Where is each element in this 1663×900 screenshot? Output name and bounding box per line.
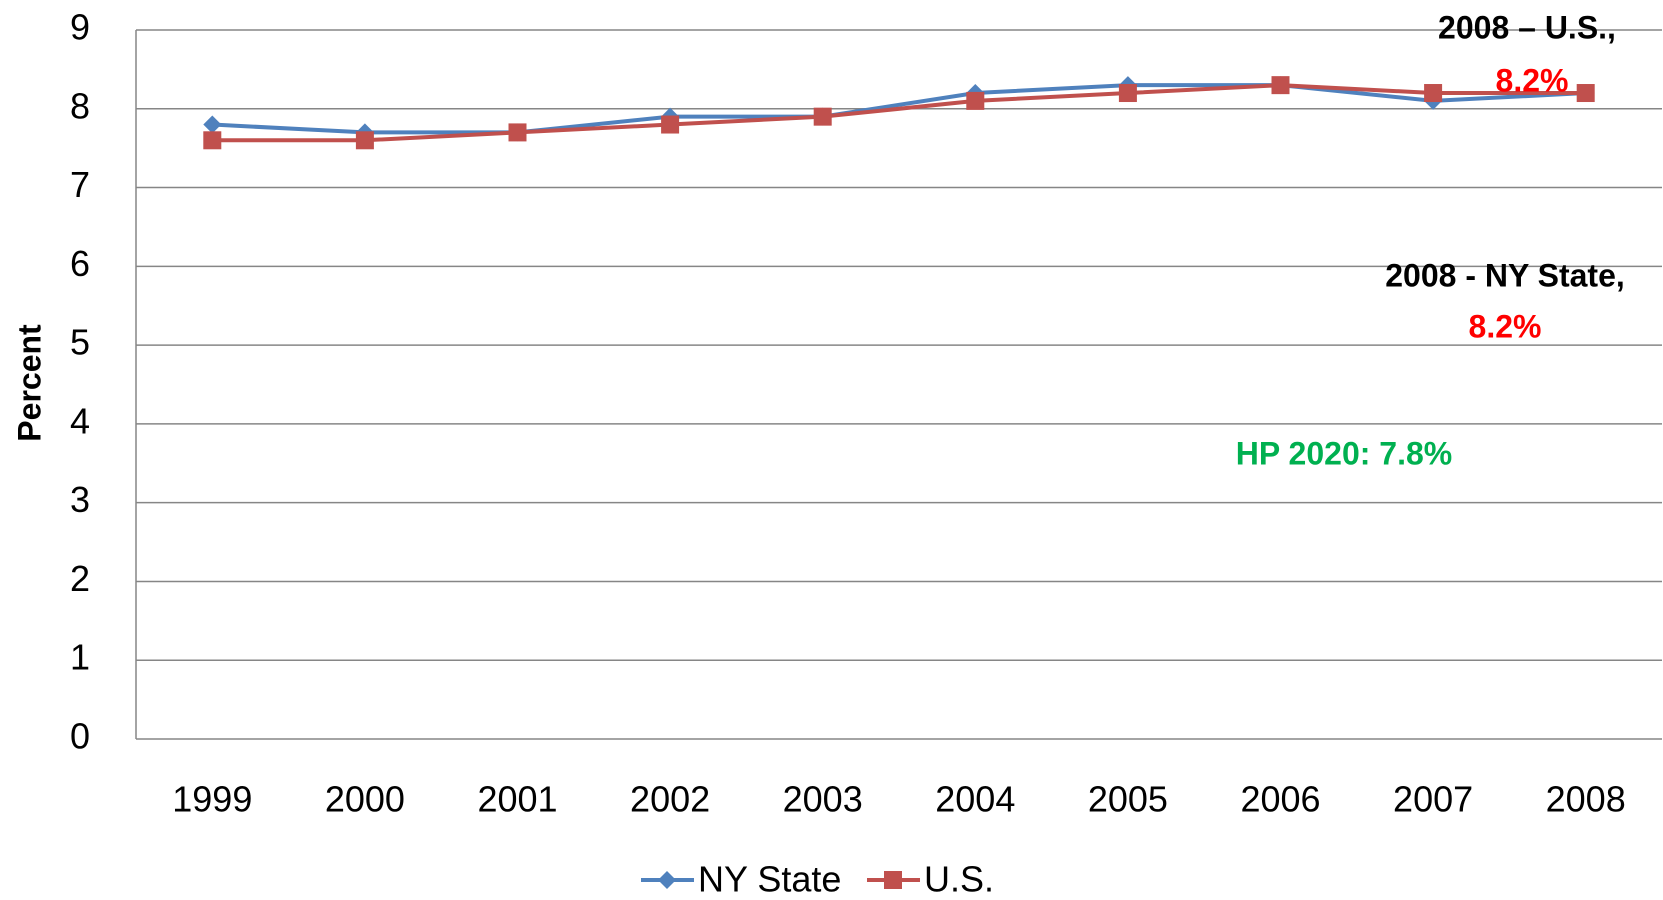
x-tick-label: 2004 (935, 779, 1015, 820)
legend-label: U.S. (924, 859, 994, 900)
annotation: HP 2020: 7.8% (1236, 435, 1452, 471)
data-point (203, 131, 222, 150)
data-point (1576, 84, 1595, 103)
legend-label: NY State (698, 859, 841, 900)
data-point (813, 107, 832, 126)
y-tick-label: 0 (70, 716, 90, 757)
data-point (508, 123, 527, 142)
y-tick-label: 1 (70, 637, 90, 678)
x-tick-label: 2003 (783, 779, 863, 820)
x-tick-label: 2001 (477, 779, 557, 820)
series-line (212, 83, 1586, 143)
x-tick-label: 2000 (325, 779, 405, 820)
annotation: 2008 - NY State, (1385, 257, 1625, 293)
legend-marker (658, 871, 676, 889)
y-tick-label: 2 (70, 558, 90, 599)
x-tick-label: 2002 (630, 779, 710, 820)
annotation: 8.2% (1469, 308, 1542, 344)
data-point (203, 115, 222, 134)
data-point (1424, 84, 1443, 103)
data-point (355, 131, 374, 150)
annotation: 8.2% (1496, 62, 1569, 98)
y-tick-label: 5 (70, 322, 90, 363)
legend-marker (884, 871, 902, 889)
x-tick-label: 2008 (1546, 779, 1626, 820)
data-point (1118, 84, 1137, 103)
y-tick-label: 4 (70, 400, 90, 441)
x-tick-label: 1999 (172, 779, 252, 820)
y-tick-label: 7 (70, 164, 90, 205)
y-tick-label: 3 (70, 479, 90, 520)
series-line (212, 83, 1586, 135)
data-point (1271, 76, 1290, 95)
x-tick-label: 2007 (1393, 779, 1473, 820)
y-tick-label: 9 (70, 7, 90, 48)
y-axis-label: Percent (11, 324, 47, 442)
x-tick-label: 2005 (1088, 779, 1168, 820)
y-tick-label: 6 (70, 243, 90, 284)
y-tick-label: 8 (70, 85, 90, 126)
x-tick-label: 2006 (1240, 779, 1320, 820)
data-point (966, 91, 985, 110)
data-point (661, 115, 680, 134)
annotation: 2008 – U.S., (1438, 9, 1616, 45)
